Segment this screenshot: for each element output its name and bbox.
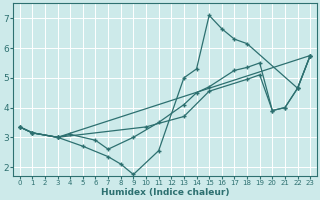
- X-axis label: Humidex (Indice chaleur): Humidex (Indice chaleur): [101, 188, 229, 197]
